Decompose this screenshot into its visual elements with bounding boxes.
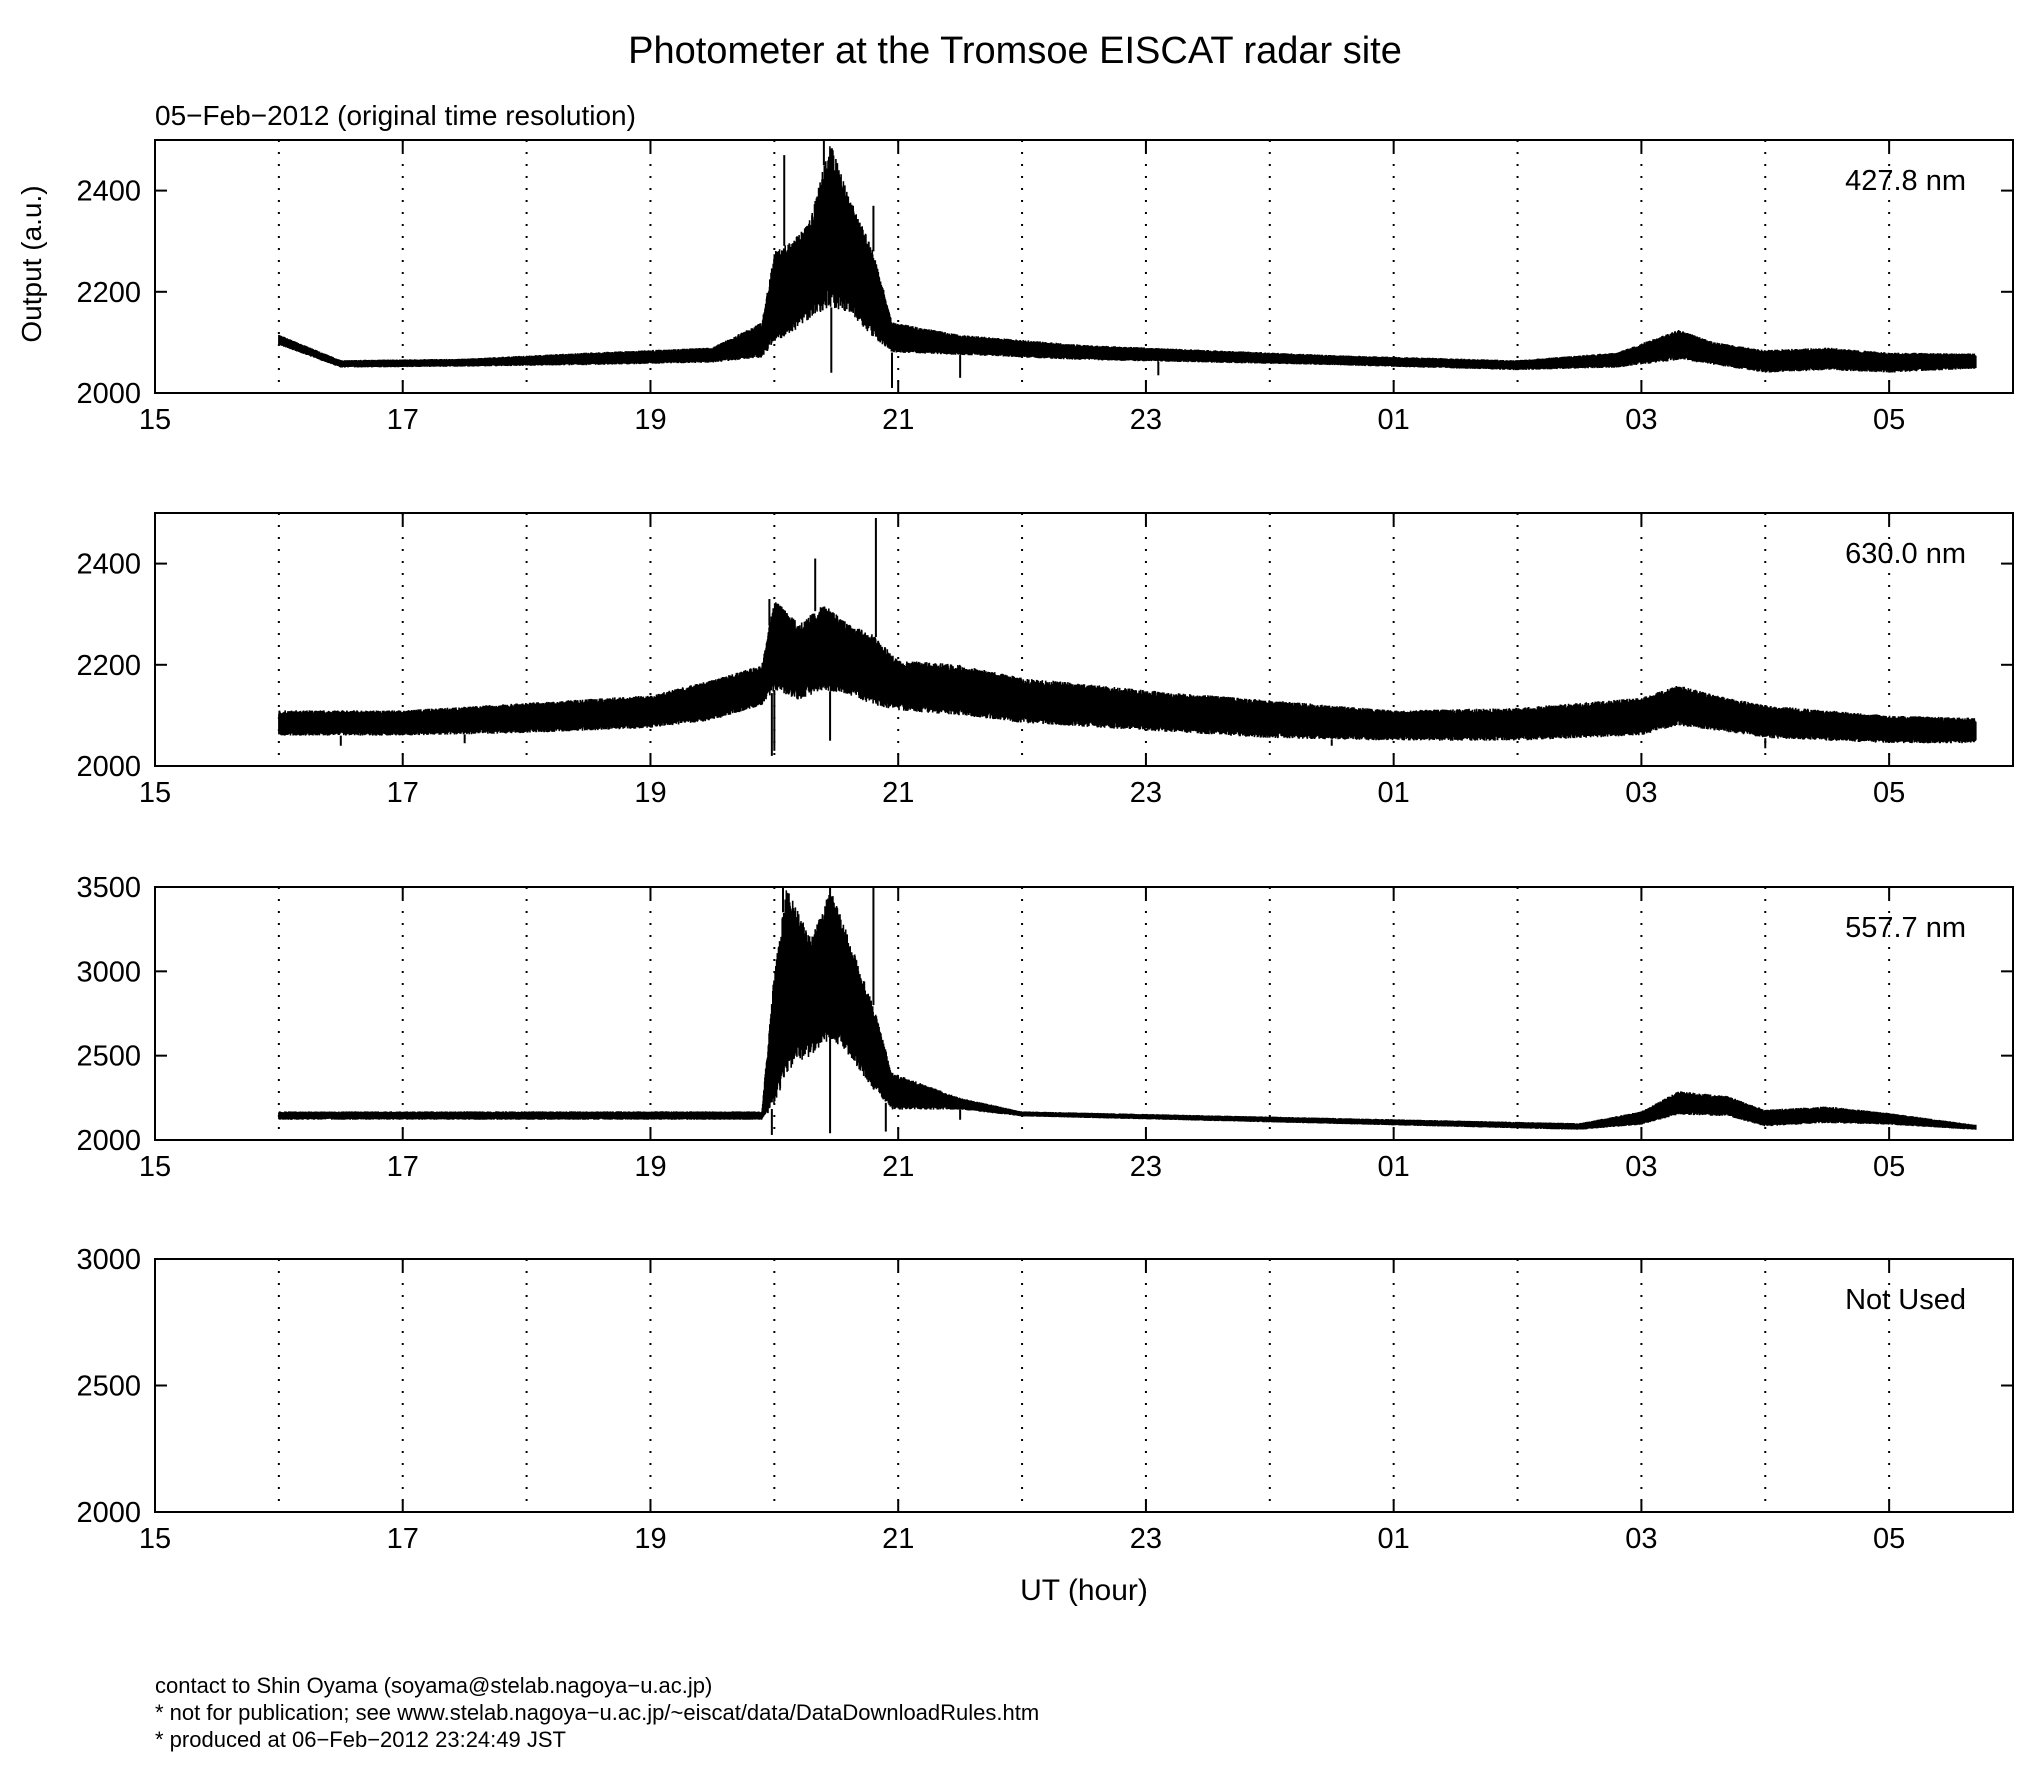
y-tick-label: 2000 xyxy=(76,1125,141,1157)
x-tick-label: 17 xyxy=(387,404,419,436)
plot-frame xyxy=(154,886,2014,1141)
footer-contact: contact to Shin Oyama (soyama@stelab.nag… xyxy=(155,1673,713,1698)
x-tick-label: 21 xyxy=(882,777,914,809)
series-line xyxy=(278,890,1977,1130)
plot-frame xyxy=(154,1258,2014,1513)
panel-1: 15 17 19 21 23 01 03 05 2000 2200 2400 427.8 nm xyxy=(76,139,2014,436)
x-tick-label: 05 xyxy=(1873,777,1905,809)
panel-4: 15 17 19 21 23 01 03 05 2000 2500 3000 Not Used xyxy=(76,1244,2014,1555)
footer-produced-at: * produced at 06−Feb−2012 23:24:49 JST xyxy=(155,1727,566,1752)
x-tick-label: 23 xyxy=(1130,404,1162,436)
figure-title: Photometer at the Tromsoe EISCAT radar s… xyxy=(628,30,1402,72)
y-tick-label: 3500 xyxy=(76,872,141,904)
y-tick-label: 2500 xyxy=(76,1041,141,1073)
panel-wavelength-label: 630.0 nm xyxy=(1845,538,1966,570)
x-axis-label: UT (hour) xyxy=(1020,1574,1148,1607)
x-tick-label: 21 xyxy=(882,1523,914,1555)
y-axis-label: Output (a.u.) xyxy=(16,185,47,342)
y-tick-label: 2500 xyxy=(76,1371,141,1403)
series-line xyxy=(278,146,1977,373)
plot-frame xyxy=(154,139,2014,394)
y-tick-label: 2200 xyxy=(76,277,141,309)
x-tick-label: 15 xyxy=(139,1523,171,1555)
x-tick-label: 19 xyxy=(634,1151,666,1183)
y-tick-label: 2400 xyxy=(76,176,141,208)
x-tick-label: 01 xyxy=(1378,1523,1410,1555)
x-tick-label: 05 xyxy=(1873,404,1905,436)
x-tick-label: 19 xyxy=(634,1523,666,1555)
x-tick-label: 05 xyxy=(1873,1151,1905,1183)
x-tick-label: 15 xyxy=(139,777,171,809)
x-tick-label: 19 xyxy=(634,777,666,809)
x-tick-label: 17 xyxy=(387,777,419,809)
figure-subtitle: 05−Feb−2012 (original time resolution) xyxy=(155,100,636,131)
x-tick-label: 17 xyxy=(387,1523,419,1555)
panel-wavelength-label: 557.7 nm xyxy=(1845,912,1966,944)
panel-wavelength-label: 427.8 nm xyxy=(1845,165,1966,197)
x-tick-label: 01 xyxy=(1378,1151,1410,1183)
plot-frame xyxy=(154,512,2014,767)
x-tick-label: 23 xyxy=(1130,777,1162,809)
y-tick-label: 2000 xyxy=(76,378,141,410)
y-tick-label: 2000 xyxy=(76,751,141,783)
y-tick-label: 3000 xyxy=(76,956,141,988)
panel-2: 15 17 19 21 23 01 03 05 2000 2200 2400 630.0 nm xyxy=(76,512,2014,809)
x-tick-label: 15 xyxy=(139,404,171,436)
x-tick-label: 01 xyxy=(1378,404,1410,436)
y-tick-label: 2000 xyxy=(76,1497,141,1529)
y-tick-label: 2200 xyxy=(76,650,141,682)
panel-3: 15 17 19 21 23 01 03 05 2000 2500 3000 3500 557.7 nm xyxy=(76,872,2014,1183)
x-tick-label: 23 xyxy=(1130,1151,1162,1183)
x-tick-label: 15 xyxy=(139,1151,171,1183)
x-tick-label: 03 xyxy=(1625,1523,1657,1555)
x-tick-label: 03 xyxy=(1625,1151,1657,1183)
x-tick-label: 03 xyxy=(1625,404,1657,436)
x-tick-label: 19 xyxy=(634,404,666,436)
x-tick-label: 21 xyxy=(882,404,914,436)
series-line xyxy=(278,602,1977,744)
x-tick-label: 01 xyxy=(1378,777,1410,809)
y-tick-label: 2400 xyxy=(76,549,141,581)
footer-publication-note: * not for publication; see www.stelab.na… xyxy=(155,1700,1040,1725)
panel-wavelength-label: Not Used xyxy=(1845,1284,1966,1316)
x-tick-label: 03 xyxy=(1625,777,1657,809)
x-tick-label: 23 xyxy=(1130,1523,1162,1555)
x-tick-label: 05 xyxy=(1873,1523,1905,1555)
footer-notes: contact to Shin Oyama (soyama@stelab.nag… xyxy=(155,1672,1039,1753)
panels: 15 17 19 21 23 01 03 05 2000 2200 2400 427.8 nm 15 17… xyxy=(76,139,2014,1555)
y-tick-label: 3000 xyxy=(76,1244,141,1276)
x-tick-label: 21 xyxy=(882,1151,914,1183)
x-tick-label: 17 xyxy=(387,1151,419,1183)
